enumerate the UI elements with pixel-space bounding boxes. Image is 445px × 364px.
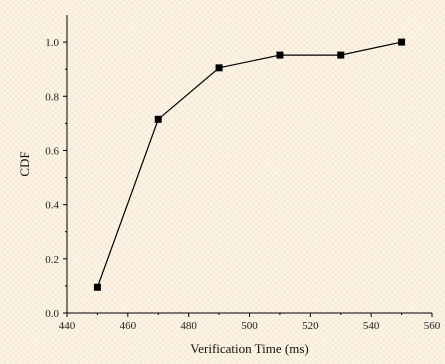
data-point-marker <box>398 38 406 46</box>
cdf-data-points <box>93 38 406 291</box>
data-point-marker <box>337 51 345 59</box>
y-ticks: 0.0 0.2 0.4 0.6 0.8 1.0 <box>45 37 67 320</box>
y-tick-label: 0.8 <box>45 91 59 103</box>
axes <box>66 15 432 314</box>
data-point-marker <box>154 115 162 123</box>
x-tick-label: 460 <box>120 320 137 332</box>
data-point-marker <box>276 51 284 59</box>
y-tick-label: 0.2 <box>45 254 59 266</box>
x-tick-label: 500 <box>241 320 258 332</box>
y-tick-label: 0.4 <box>45 200 59 212</box>
y-tick-label: 0.6 <box>45 145 59 157</box>
y-axis-title: CDF <box>17 151 32 176</box>
x-ticks: 440 460 480 500 520 540 560 <box>59 313 441 332</box>
x-tick-label: 480 <box>180 320 197 332</box>
x-tick-label: 560 <box>424 320 441 332</box>
x-tick-label: 520 <box>302 320 319 332</box>
x-tick-label: 540 <box>363 320 380 332</box>
y-tick-label: 1.0 <box>45 37 59 49</box>
x-tick-label: 440 <box>59 320 76 332</box>
data-point-marker <box>93 283 101 291</box>
data-point-marker <box>215 64 223 72</box>
y-tick-label: 0.0 <box>45 308 59 320</box>
cdf-series-line <box>96 41 402 288</box>
x-axis-title: Verification Time (ms) <box>190 341 308 356</box>
